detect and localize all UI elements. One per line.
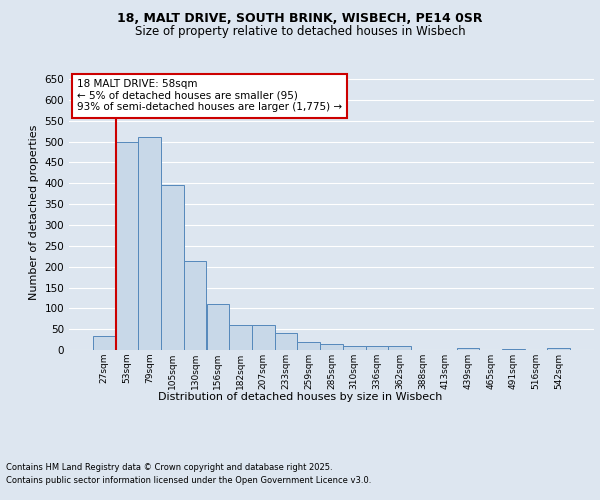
Bar	[343, 346, 365, 350]
Y-axis label: Number of detached properties: Number of detached properties	[29, 125, 39, 300]
Bar	[388, 346, 411, 350]
Bar	[139, 138, 161, 350]
Bar	[184, 261, 206, 350]
Bar	[252, 324, 275, 350]
Bar	[547, 348, 570, 350]
Bar	[502, 349, 524, 350]
Text: 18 MALT DRIVE: 58sqm
← 5% of detached houses are smaller (95)
93% of semi-detach: 18 MALT DRIVE: 58sqm ← 5% of detached ho…	[77, 79, 342, 112]
Bar	[206, 304, 229, 350]
Bar	[457, 348, 479, 350]
Bar	[320, 344, 343, 350]
Bar	[93, 336, 116, 350]
Text: 18, MALT DRIVE, SOUTH BRINK, WISBECH, PE14 0SR: 18, MALT DRIVE, SOUTH BRINK, WISBECH, PE…	[117, 12, 483, 26]
Bar	[365, 346, 388, 350]
Text: Contains HM Land Registry data © Crown copyright and database right 2025.: Contains HM Land Registry data © Crown c…	[6, 462, 332, 471]
Bar	[275, 334, 298, 350]
Bar	[298, 342, 320, 350]
Bar	[161, 186, 184, 350]
Text: Contains public sector information licensed under the Open Government Licence v3: Contains public sector information licen…	[6, 476, 371, 485]
Text: Distribution of detached houses by size in Wisbech: Distribution of detached houses by size …	[158, 392, 442, 402]
Bar	[116, 142, 139, 350]
Bar	[229, 324, 252, 350]
Text: Size of property relative to detached houses in Wisbech: Size of property relative to detached ho…	[134, 25, 466, 38]
